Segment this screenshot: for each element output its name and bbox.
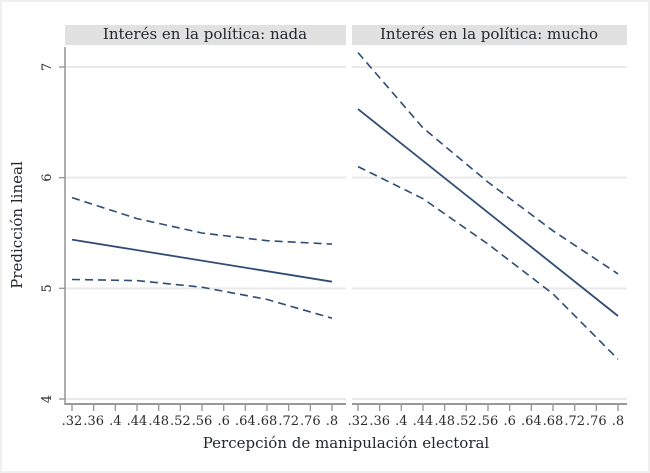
x-tick-label: .76 bbox=[586, 414, 607, 429]
panel-title-nada: Interés en la política: nada bbox=[103, 25, 307, 43]
x-tick-label: .52 bbox=[456, 414, 477, 429]
x-tick-label: .76 bbox=[300, 414, 321, 429]
y-tick-label: 4 bbox=[40, 395, 55, 403]
x-tick-label: .8 bbox=[326, 414, 338, 429]
x-tick-label: .32 bbox=[348, 414, 369, 429]
x-tick-label: .32 bbox=[62, 414, 83, 429]
x-tick-label: .48 bbox=[148, 414, 169, 429]
x-tick-label: .48 bbox=[434, 414, 455, 429]
x-tick-label: .4 bbox=[395, 414, 407, 429]
ci-lower-line bbox=[357, 165, 619, 360]
x-tick-label: .44 bbox=[413, 414, 434, 429]
linear-prediction-line bbox=[357, 108, 619, 317]
x-tick-label: .6 bbox=[503, 414, 515, 429]
x-tick-label: .68 bbox=[543, 414, 564, 429]
panel-header bbox=[352, 25, 627, 45]
x-tick-label: .36 bbox=[83, 414, 104, 429]
x-tick-label: .8 bbox=[612, 414, 624, 429]
y-axis-title: Predicción lineal bbox=[8, 161, 26, 289]
x-tick-label: .64 bbox=[235, 414, 256, 429]
x-tick-label: .6 bbox=[217, 414, 229, 429]
x-tick-label: .64 bbox=[521, 414, 542, 429]
panel-title-mucho: Interés en la política: mucho bbox=[380, 25, 598, 43]
ci-upper-line bbox=[71, 196, 333, 245]
ci-upper-line bbox=[357, 52, 619, 275]
panel-header bbox=[65, 25, 346, 45]
x-tick-label: .4 bbox=[109, 414, 121, 429]
linear-prediction-line bbox=[71, 238, 333, 283]
chart-render-layer: .32.36.4.44.48.52.56.6.64.68.72.76.84567… bbox=[40, 25, 627, 429]
y-tick-label: 5 bbox=[40, 284, 55, 292]
x-tick-label: .44 bbox=[127, 414, 148, 429]
y-tick-label: 7 bbox=[40, 63, 55, 71]
x-tick-label: .56 bbox=[478, 414, 499, 429]
x-axis-title: Percepción de manipulación electoral bbox=[203, 434, 490, 452]
y-tick-label: 6 bbox=[40, 174, 55, 182]
x-tick-label: .36 bbox=[369, 414, 390, 429]
ci-lower-line bbox=[71, 278, 333, 319]
x-tick-label: .56 bbox=[192, 414, 213, 429]
x-tick-label: .68 bbox=[257, 414, 278, 429]
x-tick-label: .52 bbox=[170, 414, 191, 429]
x-tick-label: .72 bbox=[564, 414, 585, 429]
x-tick-label: .72 bbox=[278, 414, 299, 429]
